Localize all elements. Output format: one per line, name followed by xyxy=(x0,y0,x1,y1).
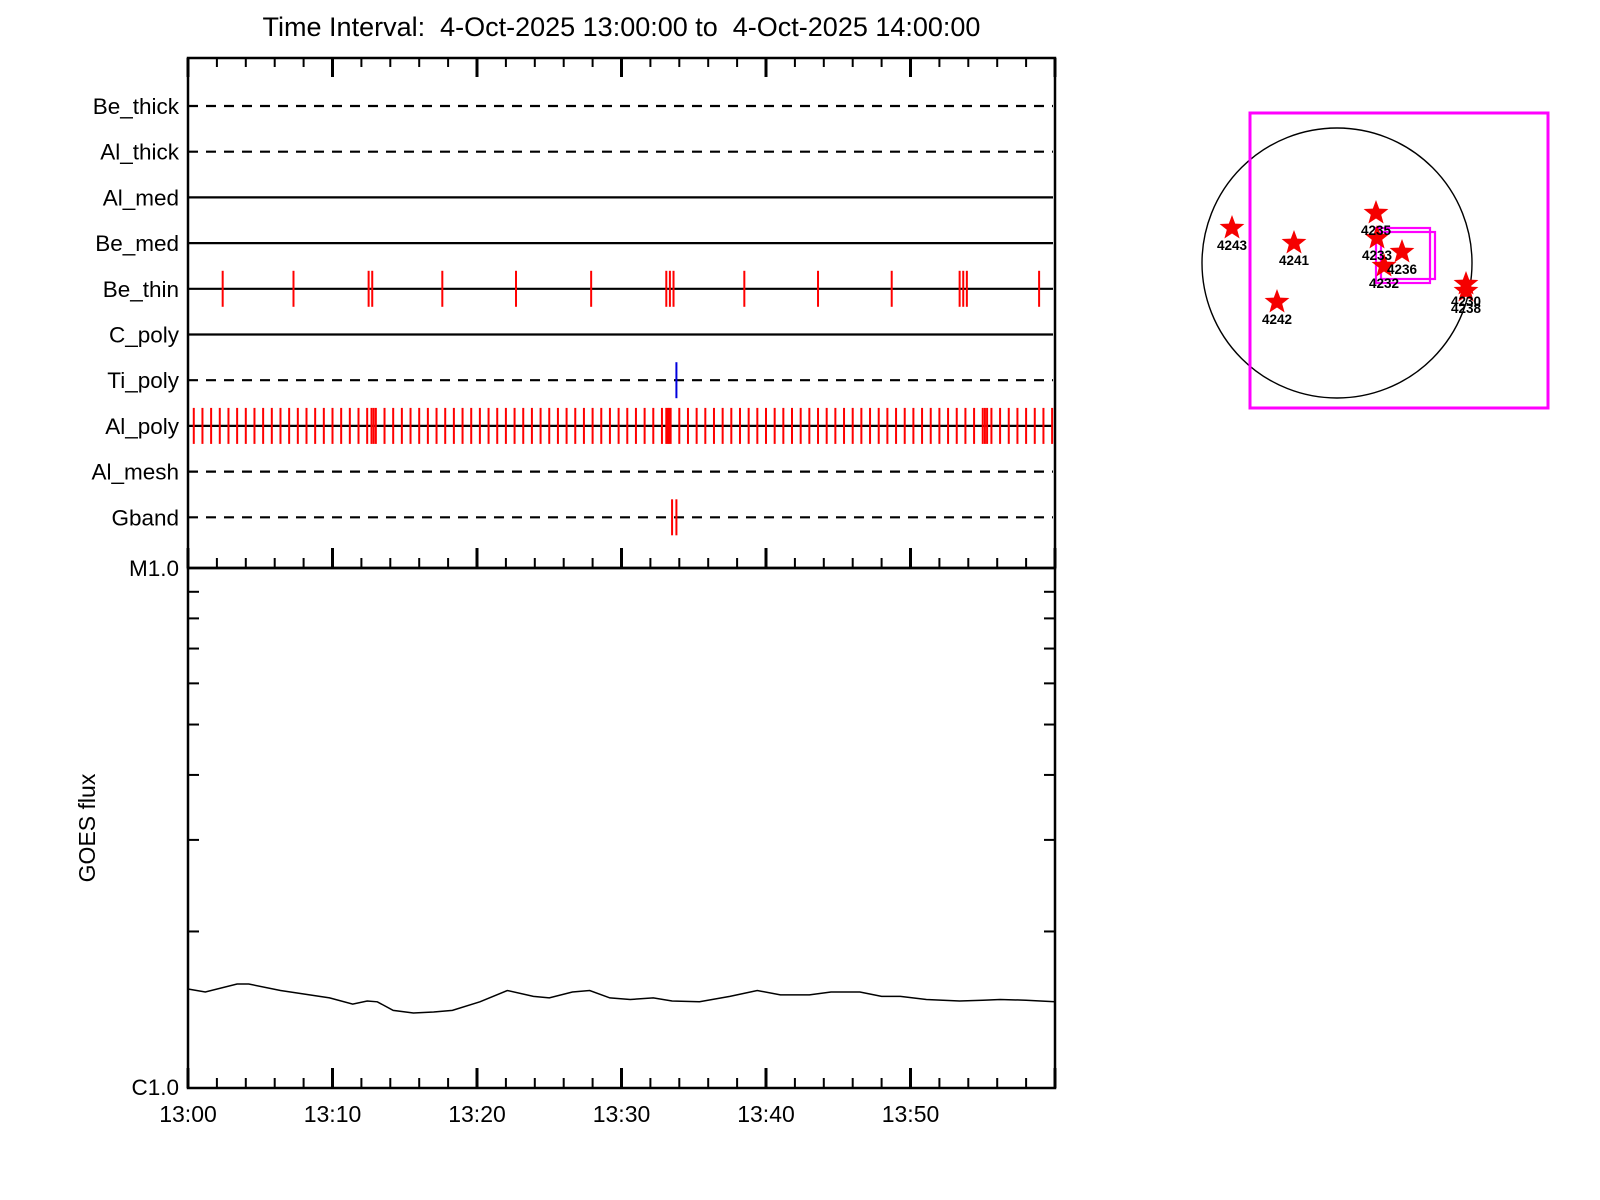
x-axis-tick-label: 13:50 xyxy=(882,1101,940,1127)
active-region-star-4235 xyxy=(1363,200,1389,224)
filter-row-C_poly: C_poly xyxy=(109,323,1053,348)
active-region-label-4235: 4235 xyxy=(1361,223,1392,238)
filter-row-label: Be_thick xyxy=(93,94,180,119)
filter-row-label: Ti_poly xyxy=(107,368,179,393)
goes-y-axis-title: GOES flux xyxy=(74,773,100,882)
active-region-label-4232: 4232 xyxy=(1369,276,1399,291)
active-region-star-4232 xyxy=(1371,253,1397,277)
goes-flux-curve xyxy=(187,983,1056,1014)
filter-row-Gband: Gband xyxy=(111,499,1053,536)
filter-row-label: Gband xyxy=(111,505,179,530)
xrt-target-box xyxy=(1379,230,1437,281)
x-axis-tick-label: 13:20 xyxy=(448,1101,506,1127)
active-region-label-4236: 4236 xyxy=(1387,262,1418,277)
active-region-label-4241: 4241 xyxy=(1279,253,1310,268)
filter-row-Be_med: Be_med xyxy=(95,231,1053,256)
goes-y-bottom-label: C1.0 xyxy=(131,1075,179,1100)
filter-row-label: Al_thick xyxy=(100,140,180,165)
xrt-target-box xyxy=(1374,226,1432,285)
filter-row-label: C_poly xyxy=(109,323,180,348)
x-axis-tick-label: 13:40 xyxy=(737,1101,795,1127)
filter-row-label: Be_med xyxy=(95,231,179,256)
filter-row-label: Al_mesh xyxy=(91,460,179,485)
timeline-panel-border xyxy=(186,56,1057,570)
active-region-star-4243 xyxy=(1219,215,1245,239)
goes-flux-panel: 13:00 13:10 13:20 13:30 13:40 13:50 M1.0 C1.0 GO… xyxy=(74,556,1057,1127)
filter-row-Al_thick: Al_thick xyxy=(100,140,1053,165)
filter-row-label: Al_med xyxy=(103,185,179,210)
active-region-star-4238 xyxy=(1453,278,1479,302)
filter-row-Ti_poly: Ti_poly xyxy=(107,362,1053,399)
active-region-star-4233 xyxy=(1364,225,1390,249)
goes-panel-border xyxy=(186,566,1057,1090)
plot-title: Time Interval: 4-Oct-2025 13:00:00 to 4-… xyxy=(262,12,981,42)
filter-row-label: Al_poly xyxy=(105,414,180,439)
active-region-label-4243: 4243 xyxy=(1217,238,1248,253)
x-axis-tick-label: 13:30 xyxy=(593,1101,651,1127)
x-axis-tick-label: 13:10 xyxy=(304,1101,362,1127)
filter-row-Al_poly: Al_poly xyxy=(105,407,1054,444)
active-region-label-4230: 4230 xyxy=(1451,294,1481,309)
filter-timeline-panel: Be_thick Al_thick Al_med Be_med Be_thin C_pol… xyxy=(91,56,1057,570)
active-region-label-4242: 4242 xyxy=(1262,312,1292,327)
goes-y-top-label: M1.0 xyxy=(129,556,179,581)
filter-row-Be_thin: Be_thin xyxy=(103,270,1053,307)
active-region-label-4238: 4238 xyxy=(1451,301,1482,316)
x-axis-tick-label: 13:00 xyxy=(159,1101,217,1127)
filter-row-Al_mesh: Al_mesh xyxy=(91,460,1053,485)
filter-row-Al_med: Al_med xyxy=(103,185,1053,210)
fov-square xyxy=(1248,111,1550,410)
solar-limb-circle xyxy=(1201,127,1473,399)
active-region-label-4233: 4233 xyxy=(1362,248,1393,263)
active-region-star-4242 xyxy=(1264,289,1290,313)
filter-row-label: Be_thin xyxy=(103,277,179,302)
filter-row-Be_thick: Be_thick xyxy=(93,94,1053,119)
active-region-star-4241 xyxy=(1281,230,1307,254)
active-region-star-4236 xyxy=(1389,239,1415,263)
